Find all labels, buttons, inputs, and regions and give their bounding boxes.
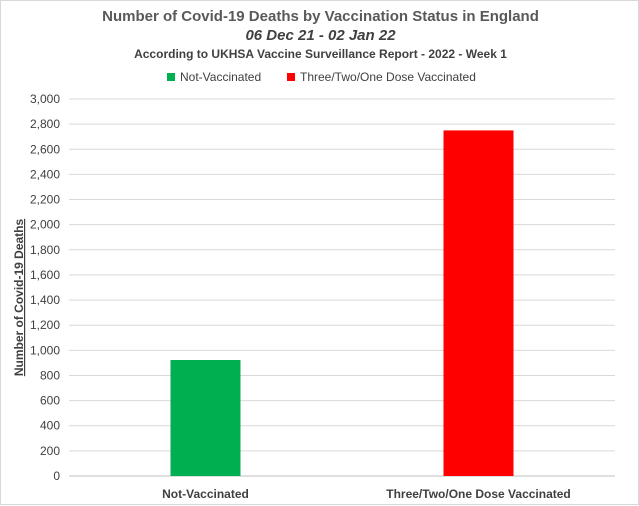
chart-title: Number of Covid-19 Deaths by Vaccination…	[102, 8, 539, 25]
y-tick-label: 2,600	[30, 142, 60, 156]
bar-not-vaccinated	[170, 360, 241, 476]
x-axis-category-labels: Not-Vaccinated Three/Two/One Dose Vaccina…	[162, 487, 571, 501]
y-tick-label: 2,000	[30, 218, 60, 232]
y-tick-label: 1,800	[30, 243, 60, 257]
y-tick-label: 1,400	[30, 293, 60, 307]
y-tick-label: 0	[53, 469, 60, 483]
y-tick-label: 600	[40, 394, 60, 408]
y-tick-label: 1,000	[30, 343, 60, 357]
legend-label-vaccinated: Three/Two/One Dose Vaccinated	[300, 70, 476, 84]
y-tick-label: 800	[40, 368, 60, 382]
x-category-label: Three/Two/One Dose Vaccinated	[386, 487, 571, 501]
y-tick-label: 3,000	[30, 92, 60, 106]
y-axis-tick-labels: 0 200 400 600 800 1,000 1,200 1,400 1,600 1,800 2,…	[30, 92, 60, 483]
y-tick-label: 1,200	[30, 318, 60, 332]
y-tick-label: 2,800	[30, 117, 60, 131]
legend-swatch-vaccinated	[287, 73, 295, 81]
x-category-label: Not-Vaccinated	[162, 487, 249, 501]
chart-source-note: According to UKHSA Vaccine Surveillance …	[134, 47, 507, 61]
legend-swatch-not-vaccinated	[167, 73, 175, 81]
legend-label-not-vaccinated: Not-Vaccinated	[180, 70, 262, 84]
gridlines	[69, 98, 615, 477]
legend-item-not-vaccinated: Not-Vaccinated	[167, 69, 261, 85]
chart-subtitle: 06 Dec 21 - 02 Jan 22	[245, 27, 396, 44]
y-axis-label: Number of Covid-19 Deaths	[12, 218, 26, 376]
legend-item-vaccinated: Three/Two/One Dose Vaccinated	[287, 69, 476, 85]
y-tick-label: 2,200	[30, 193, 60, 207]
y-tick-label: 400	[40, 419, 60, 433]
bar-three-two-one-dose-vaccinated	[443, 130, 514, 476]
y-tick-label: 1,600	[30, 268, 60, 282]
y-tick-label: 200	[40, 444, 60, 458]
y-tick-label: 2,400	[30, 167, 60, 181]
bars	[170, 130, 514, 476]
